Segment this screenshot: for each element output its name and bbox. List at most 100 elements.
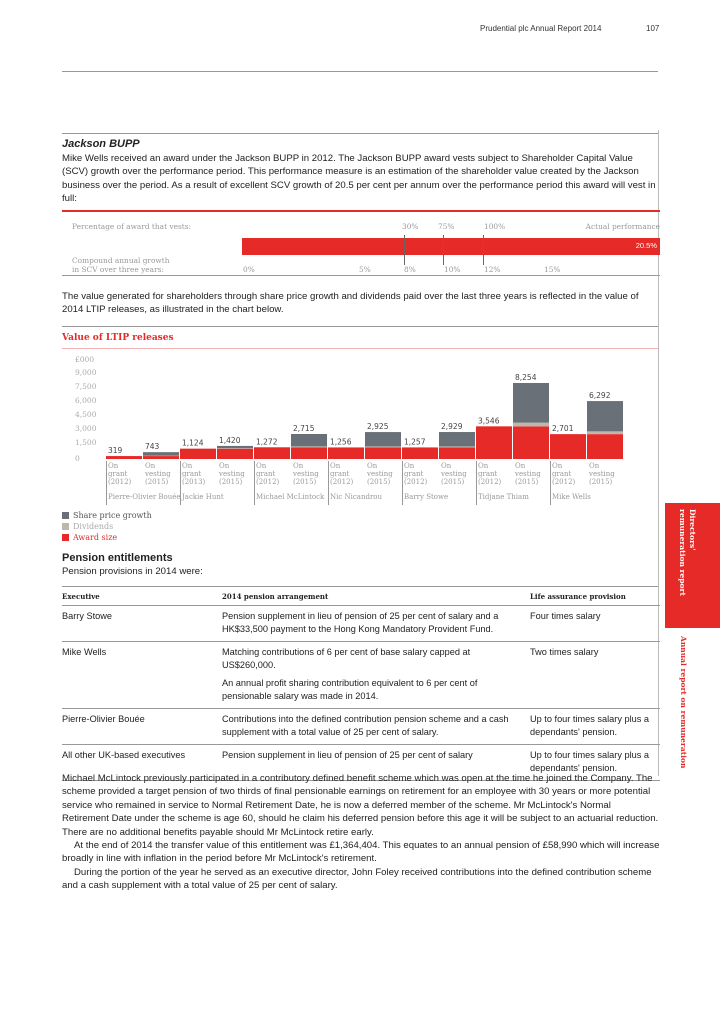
paragraph: Michael McLintock previously participate… bbox=[62, 773, 659, 838]
data-label: 6,292 bbox=[589, 391, 611, 400]
section-title: Jackson BUPP bbox=[62, 138, 140, 150]
legend-item: Share price growth bbox=[62, 510, 152, 521]
data-label: 2,925 bbox=[367, 422, 389, 431]
performance-bar: 20.5% bbox=[242, 238, 660, 255]
bar-segment-award bbox=[402, 447, 438, 459]
section-title: Pension entitlements bbox=[62, 552, 173, 564]
bar-segment-award bbox=[439, 447, 475, 459]
y-tick-label: 0 bbox=[75, 454, 80, 463]
x-tick-label: grant bbox=[256, 470, 276, 478]
running-header: Prudential plc Annual Report 2014 bbox=[480, 24, 602, 33]
threshold-line bbox=[483, 235, 484, 265]
bar-segment-dividends bbox=[587, 431, 623, 435]
threshold-line bbox=[443, 235, 444, 265]
x-tick-label: On bbox=[515, 462, 526, 470]
margin-rule bbox=[658, 130, 659, 776]
table-row: All other UK-based executives Pension sup… bbox=[62, 744, 660, 781]
ltip-intro: The value generated for shareholders thr… bbox=[62, 291, 639, 316]
x-tick-label: On bbox=[293, 462, 304, 470]
x-tick-label: (2015) bbox=[589, 478, 613, 486]
arrangement-cell: Pension supplement in lieu of pension of… bbox=[222, 744, 530, 781]
bar-segment-award bbox=[550, 434, 586, 459]
group-divider bbox=[328, 461, 329, 505]
x-tick-label: (2012) bbox=[552, 478, 576, 486]
x-tick-label: (2015) bbox=[515, 478, 539, 486]
x-tick-label: grant bbox=[478, 470, 498, 478]
x-tick-label: (2012) bbox=[330, 478, 354, 486]
bar-segment-dividends bbox=[513, 422, 549, 427]
vest-label: Percentage of award that vests: bbox=[72, 222, 191, 231]
y-axis-unit: £000 bbox=[75, 355, 94, 364]
x-tick-label: On bbox=[478, 462, 489, 470]
divider bbox=[62, 133, 658, 134]
x-tick-label: On bbox=[256, 462, 267, 470]
bar-segment-award bbox=[254, 447, 290, 459]
x-tick-label: (2013) bbox=[182, 478, 206, 486]
group-divider bbox=[106, 461, 107, 505]
legend-item: Dividends bbox=[62, 521, 152, 532]
bar-segment-award bbox=[328, 447, 364, 459]
arrangement-text: An annual profit sharing contribution eq… bbox=[222, 678, 478, 701]
divider bbox=[62, 275, 660, 276]
pension-table: Executive 2014 pension arrangement Life … bbox=[62, 588, 660, 781]
data-label: 2,715 bbox=[293, 424, 315, 433]
y-tick-label: 3,000 bbox=[75, 424, 97, 433]
life-assurance-cell: Four times salary bbox=[530, 605, 660, 642]
closing-text: Michael McLintock previously participate… bbox=[62, 772, 660, 893]
x-tick-label: (2015) bbox=[219, 478, 243, 486]
x-tick-label: On bbox=[330, 462, 341, 470]
chart-svg: £000 9,000 7,500 6,000 4,500 3,000 1,500 0 319 On… bbox=[75, 355, 623, 505]
arrangement-cell: Contributions into the defined contribut… bbox=[222, 708, 530, 745]
group-divider bbox=[180, 461, 181, 505]
arrangement-text: Matching contributions of 6 per cent of … bbox=[222, 647, 471, 670]
x-tick-label: On bbox=[145, 462, 156, 470]
bar-segment-dividends bbox=[365, 446, 401, 448]
bar-segment-award bbox=[291, 447, 327, 459]
arrangement-text: Contributions into the defined contribut… bbox=[222, 714, 509, 737]
y-tick-label: 7,500 bbox=[75, 382, 97, 391]
table-row: Mike Wells Matching contributions of 6 pe… bbox=[62, 641, 660, 709]
executive-cell: All other UK-based executives bbox=[62, 744, 222, 781]
arrangement-cell: Pension supplement in lieu of pension of… bbox=[222, 605, 530, 642]
growth-label: Compound annual growth in SCV over three … bbox=[72, 256, 170, 274]
group-label: Pierre-Olivier Bouée bbox=[108, 493, 181, 501]
paragraph: During the portion of the year he served… bbox=[62, 866, 652, 892]
group-divider bbox=[254, 461, 255, 505]
growth-tick: 15% bbox=[544, 265, 561, 274]
x-tick-label: On bbox=[441, 462, 452, 470]
executive-cell: Pierre-Olivier Bouée bbox=[62, 708, 222, 745]
data-label: 1,420 bbox=[219, 436, 241, 445]
bar-segment-share bbox=[143, 452, 179, 456]
x-tick-label: (2012) bbox=[256, 478, 280, 486]
life-assurance-cell: Two times salary bbox=[530, 641, 660, 709]
y-tick-label: 9,000 bbox=[75, 368, 97, 377]
section-subtitle: Pension provisions in 2014 were: bbox=[62, 566, 203, 577]
group-label: Tidjane Thiam bbox=[478, 493, 529, 501]
data-label: 1,256 bbox=[330, 437, 352, 446]
x-tick-label: vesting bbox=[588, 470, 615, 478]
table-row: Pierre-Olivier Bouée Contributions into t… bbox=[62, 708, 660, 745]
x-tick-label: grant bbox=[330, 470, 350, 478]
bar-segment-award bbox=[180, 448, 216, 459]
bar-segment-dividends bbox=[217, 448, 253, 449]
x-tick-label: On bbox=[367, 462, 378, 470]
x-tick-label: On bbox=[404, 462, 415, 470]
x-tick-label: vesting bbox=[292, 470, 319, 478]
actual-label: Actual performance bbox=[585, 222, 660, 231]
x-tick-label: (2012) bbox=[478, 478, 502, 486]
legend-swatch bbox=[62, 523, 69, 530]
page-number: 107 bbox=[646, 24, 660, 33]
data-label: 1,272 bbox=[256, 437, 278, 446]
data-label: 8,254 bbox=[515, 373, 537, 382]
bar-segment-award bbox=[476, 426, 512, 459]
table-header-row: Executive 2014 pension arrangement Life … bbox=[62, 588, 660, 606]
bar-segment-dividends bbox=[291, 446, 327, 448]
data-label: 3,546 bbox=[478, 416, 500, 425]
arrangement-text: Pension supplement in lieu of pension of… bbox=[222, 611, 499, 634]
group-divider bbox=[402, 461, 403, 505]
x-tick-label: On bbox=[219, 462, 230, 470]
x-tick-label: On bbox=[589, 462, 600, 470]
x-tick-label: On bbox=[552, 462, 563, 470]
section-tab-label: Directors' remuneration report bbox=[678, 509, 697, 596]
x-tick-label: On bbox=[182, 462, 193, 470]
